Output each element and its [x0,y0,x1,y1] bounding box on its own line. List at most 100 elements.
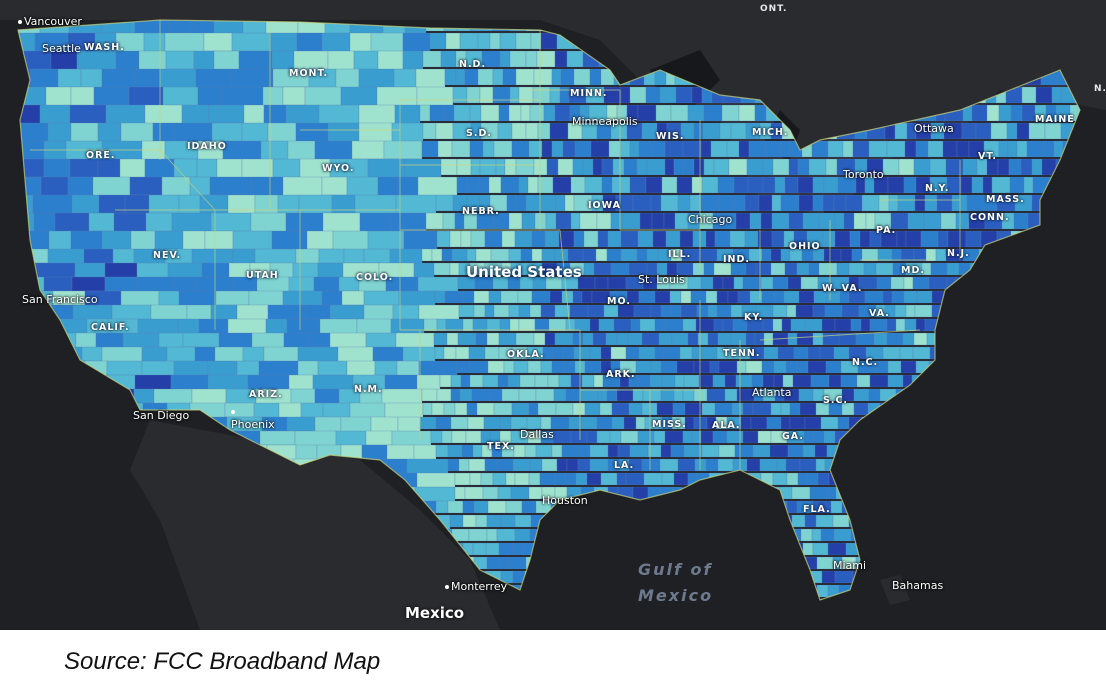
county-tile [449,514,464,528]
county-tile [1041,528,1058,542]
county-tile [508,304,520,318]
broadband-map[interactable]: WASH. ORE. IDAHO MONT. WYO. NEV. CALIF. … [0,0,1106,630]
county-tile [468,528,488,542]
county-tile [759,570,779,584]
county-tile [476,402,495,416]
county-tile [684,402,703,416]
county-tile [451,140,471,158]
county-tile [734,194,746,212]
county-tile [1013,276,1030,290]
county-tile [996,374,1011,388]
county-tile [1032,230,1048,248]
county-tile [488,176,502,194]
county-tile [761,360,775,374]
county-tile [575,472,588,486]
county-tile [480,472,494,486]
county-tile [692,230,707,248]
county-tile [861,248,879,262]
county-tile [620,500,636,514]
county-tile [787,332,798,346]
county-tile [770,262,786,276]
county-tile [786,304,797,318]
county-tile [994,444,1014,458]
county-tile [635,360,652,374]
county-tile [1007,500,1020,514]
county-tile [691,176,703,194]
county-tile [620,86,631,104]
county-tile [737,598,756,600]
county-tile [484,458,499,472]
county-tile [457,332,477,346]
county-tile [982,176,993,194]
county-tile [384,402,424,419]
county-tile [927,140,944,158]
county-tile [936,194,953,212]
county-tile [449,230,462,248]
county-tile [676,360,695,374]
county-tile [1021,542,1035,556]
county-tile [586,472,602,486]
county-tile [738,140,750,158]
county-tile [459,32,479,50]
county-tile [18,472,44,496]
county-tile [1052,276,1065,290]
county-tile [861,194,880,212]
county-tile [673,158,684,176]
county-tile [495,158,506,176]
county-tile [971,570,985,584]
county-tile [1042,346,1055,360]
county-tile [591,556,611,570]
county-tile [341,290,365,306]
county-tile [707,332,719,346]
county-tile [744,230,759,248]
county-tile [717,176,735,194]
county-tile [499,32,517,50]
county-tile [670,104,689,122]
county-tile [719,542,737,556]
county-tile [1063,276,1080,290]
county-tile [586,598,598,600]
county-tile [1052,304,1065,318]
county-tile [73,542,96,564]
county-tile [942,514,954,528]
county-tile [925,514,944,528]
county-tile [923,402,939,416]
county-tile [1047,374,1067,388]
county-tile [996,230,1012,248]
county-tile [500,290,519,304]
county-tile [259,430,296,446]
county-tile [789,598,806,600]
county-tile [1046,472,1057,486]
city-label-atlanta: Atlanta [752,386,792,399]
county-tile [565,388,581,402]
county-tile [863,444,876,458]
county-tile [740,416,752,430]
county-tile [802,444,816,458]
county-tile [570,542,587,556]
county-tile [956,542,969,556]
county-tile [630,318,641,332]
county-tile [995,304,1007,318]
county-tile [804,514,817,528]
county-tile [888,194,899,212]
county-tile [351,140,385,160]
county-tile [629,542,647,556]
county-tile [1084,543,1098,555]
county-tile [73,570,112,592]
county-tile [817,472,830,486]
county-tile [661,472,675,486]
county-tile [1016,290,1030,304]
county-tile [18,556,46,581]
county-tile [823,430,836,444]
county-tile [429,32,447,50]
county-tile [984,430,997,444]
county-tile [38,598,67,600]
county-tile [604,528,615,542]
county-tile [473,304,486,318]
county-tile [937,402,957,416]
county-tile [994,542,1012,556]
county-tile [873,472,888,486]
county-tile [1041,584,1060,598]
county-tile [509,86,520,104]
county-tile [596,416,613,430]
